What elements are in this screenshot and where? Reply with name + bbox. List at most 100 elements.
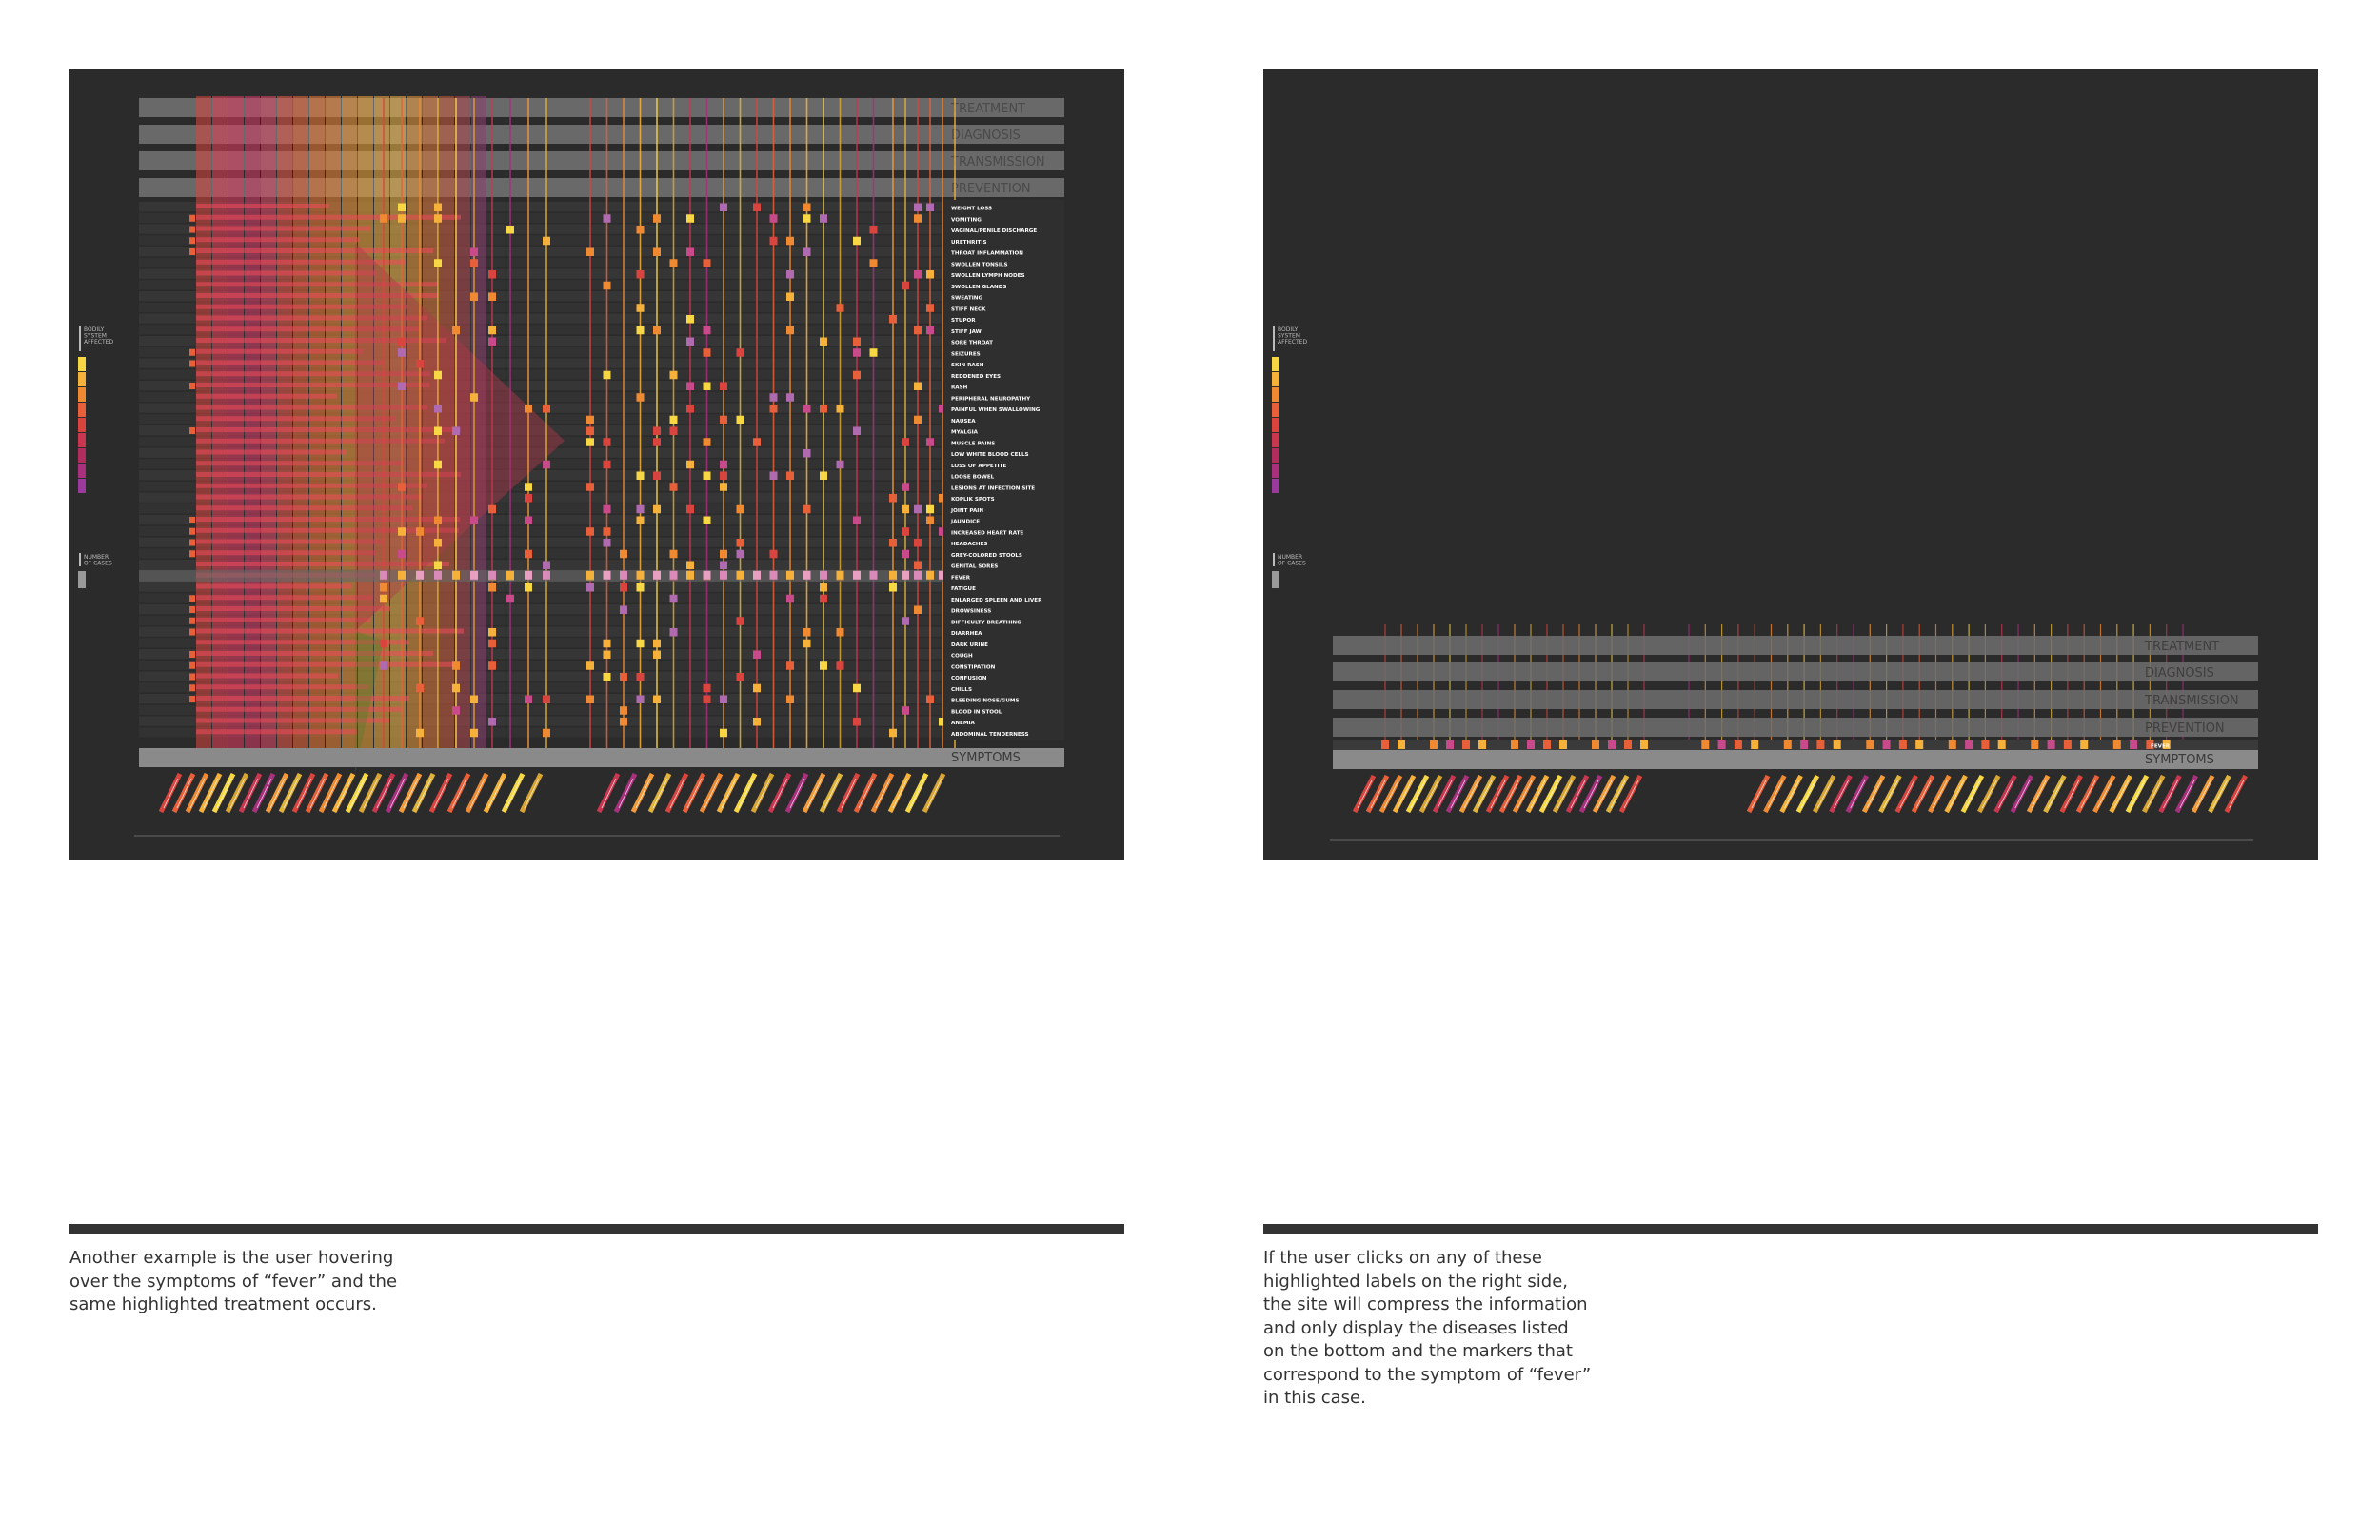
fever-marker[interactable] (1734, 740, 1742, 749)
disease-name-tab[interactable] (802, 772, 826, 814)
disease-name-tab[interactable] (2174, 774, 2199, 814)
symptom-marker[interactable] (836, 661, 844, 670)
symptom-label[interactable]: DARK URINE (951, 642, 988, 648)
fever-marker[interactable] (586, 570, 594, 580)
symptom-marker[interactable] (636, 639, 645, 648)
symptom-marker[interactable] (189, 383, 195, 389)
symptom-marker[interactable] (939, 494, 946, 503)
symptom-marker[interactable] (703, 683, 711, 693)
fever-marker[interactable] (1478, 740, 1486, 749)
fever-marker[interactable] (1511, 740, 1518, 749)
disease-name-tab[interactable] (1878, 774, 1902, 814)
symptom-marker[interactable] (636, 583, 645, 592)
disease-name-tab[interactable] (1960, 774, 1985, 814)
symptom-marker[interactable] (603, 370, 611, 380)
symptom-marker[interactable] (603, 539, 611, 547)
symptom-label[interactable]: REDDENED EYES (951, 374, 1001, 380)
disease-name-tab[interactable] (2125, 774, 2150, 814)
symptom-marker[interactable] (803, 214, 811, 223)
symptom-marker[interactable] (620, 718, 627, 726)
symptom-marker[interactable] (434, 259, 442, 267)
symptom-marker[interactable] (902, 504, 909, 514)
symptom-marker[interactable] (586, 247, 594, 257)
symptom-marker[interactable] (653, 650, 661, 660)
fever-marker[interactable] (380, 570, 387, 580)
symptom-marker[interactable] (434, 460, 442, 469)
disease-name-tab[interactable] (331, 772, 356, 814)
category-label-prevention[interactable]: PREVENTION (2145, 721, 2225, 736)
symptom-marker[interactable] (434, 516, 442, 525)
symptom-marker[interactable] (669, 628, 678, 637)
disease-name-tab[interactable] (1845, 774, 1870, 814)
disease-name-tab[interactable] (251, 772, 276, 814)
fever-marker[interactable] (914, 570, 922, 580)
symptom-marker[interactable] (525, 483, 532, 491)
symptom-marker[interactable] (653, 426, 661, 436)
symptom-marker[interactable] (636, 393, 645, 402)
symptom-marker[interactable] (820, 471, 827, 481)
symptom-marker[interactable] (586, 695, 594, 704)
disease-name-tab[interactable] (2043, 774, 2067, 814)
symptom-marker[interactable] (380, 661, 387, 670)
symptom-marker[interactable] (669, 259, 678, 267)
symptom-marker[interactable] (820, 583, 827, 592)
disease-name-tab[interactable] (385, 772, 409, 814)
symptom-label[interactable]: MYALGIA (951, 430, 979, 436)
disease-name-tab[interactable] (398, 772, 423, 814)
symptom-label[interactable]: JOINT PAIN (950, 508, 983, 514)
symptom-marker[interactable] (603, 460, 611, 469)
symptom-marker[interactable] (189, 673, 195, 681)
fever-marker[interactable] (525, 570, 532, 580)
disease-name-tab[interactable] (630, 772, 655, 814)
symptom-marker[interactable] (416, 527, 424, 536)
symptom-marker[interactable] (525, 695, 532, 704)
symptom-marker[interactable] (914, 214, 922, 223)
symptom-marker[interactable] (434, 426, 442, 436)
disease-name-tab[interactable] (1779, 774, 1803, 814)
disease-name-tab[interactable] (358, 772, 383, 814)
symptom-marker[interactable] (703, 695, 711, 704)
symptom-marker[interactable] (914, 203, 922, 212)
fever-marker[interactable] (488, 570, 496, 580)
symptom-marker[interactable] (189, 696, 195, 702)
symptom-marker[interactable] (189, 628, 195, 636)
symptom-marker[interactable] (434, 214, 442, 223)
symptom-marker[interactable] (488, 337, 496, 346)
symptom-marker[interactable] (434, 203, 442, 212)
symptom-marker[interactable] (889, 315, 897, 324)
symptom-marker[interactable] (398, 337, 406, 346)
disease-name-tab[interactable] (596, 772, 621, 814)
symptom-marker[interactable] (398, 348, 406, 357)
symptom-marker[interactable] (703, 438, 711, 446)
disease-name-tab[interactable] (733, 772, 758, 814)
symptom-marker[interactable] (620, 706, 627, 715)
disease-name-tab[interactable] (1565, 774, 1590, 814)
symptom-marker[interactable] (434, 370, 442, 380)
symptom-marker[interactable] (452, 426, 460, 436)
symptom-marker[interactable] (939, 527, 946, 536)
disease-name-tab[interactable] (2075, 774, 2100, 814)
symptom-marker[interactable] (853, 516, 861, 525)
category-bar-diagnosis[interactable] (1333, 662, 2258, 681)
symptom-label[interactable]: NAUSEA (951, 419, 976, 424)
fever-marker[interactable] (620, 570, 627, 580)
symptom-marker[interactable] (636, 695, 645, 704)
symptom-marker[interactable] (620, 549, 627, 559)
symptom-marker[interactable] (603, 527, 611, 536)
fever-marker[interactable] (1751, 740, 1759, 749)
fever-marker[interactable] (820, 570, 827, 580)
symptom-marker[interactable] (914, 326, 922, 335)
symptom-marker[interactable] (488, 326, 496, 335)
symptom-marker[interactable] (398, 214, 406, 223)
disease-name-tab[interactable] (446, 772, 471, 814)
symptom-label[interactable]: VAGINAL/PENILE DISCHARGE (951, 228, 1037, 234)
fever-marker[interactable] (720, 570, 727, 580)
category-label-transmission[interactable]: TRANSMISSION (2144, 694, 2239, 708)
symptoms-bar[interactable] (139, 748, 1064, 767)
fever-marker[interactable] (1381, 740, 1389, 749)
disease-name-tab[interactable] (887, 772, 912, 814)
disease-name-tab[interactable] (1552, 774, 1577, 814)
symptom-marker[interactable] (914, 539, 922, 547)
disease-name-tab[interactable] (1944, 774, 1968, 814)
symptom-label[interactable]: INCREASED HEART RATE (951, 530, 1023, 536)
